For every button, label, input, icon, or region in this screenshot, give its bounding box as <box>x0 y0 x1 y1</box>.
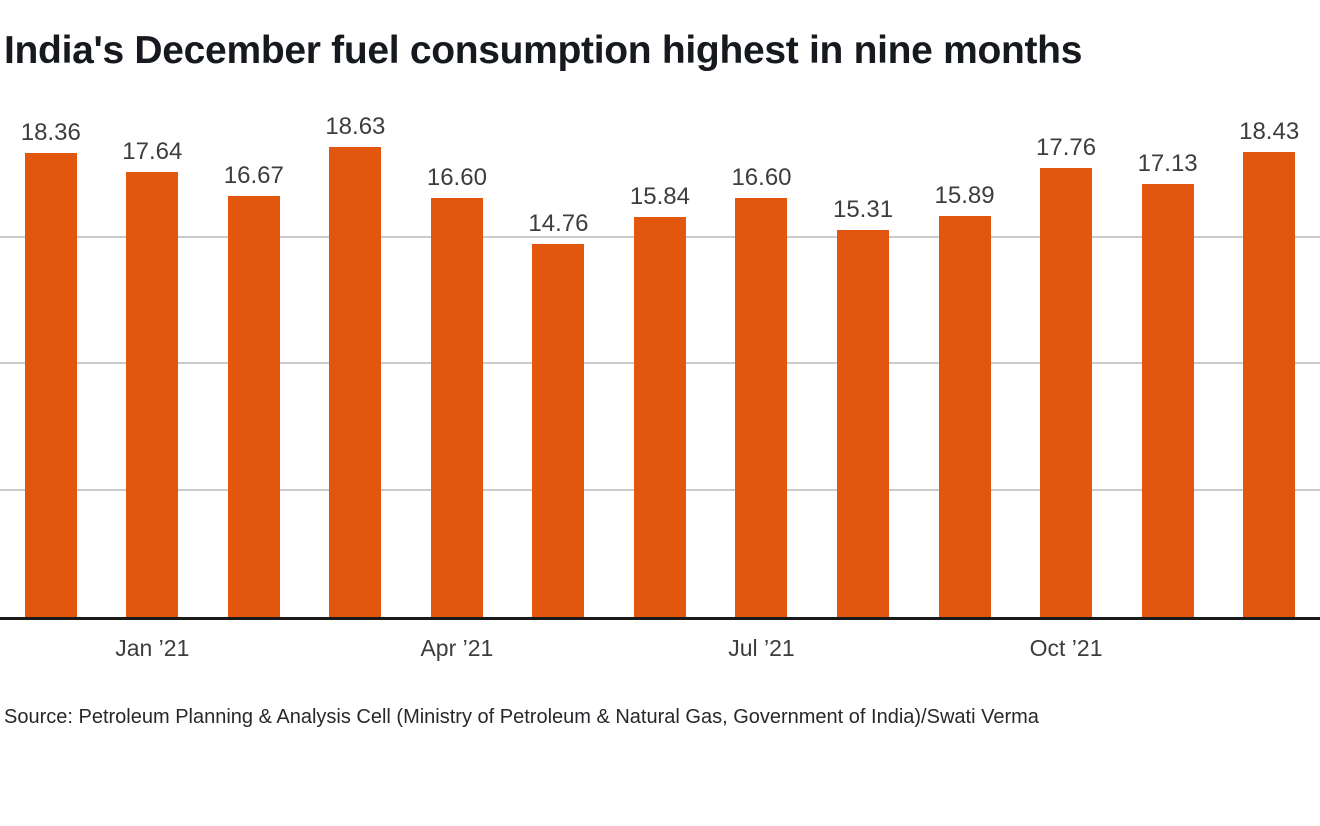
bar-cell: 18.43 <box>1218 112 1320 617</box>
bar-cell: 16.60 <box>711 112 813 617</box>
bar-cell: 17.76 <box>1015 112 1117 617</box>
x-axis-tick <box>203 620 305 664</box>
bar-cell: 17.64 <box>102 112 204 617</box>
x-axis-tick <box>305 620 407 664</box>
bar-value-label: 15.89 <box>934 181 995 209</box>
bar <box>126 171 179 617</box>
bar-cell: 15.84 <box>609 112 711 617</box>
source-note: Source: Petroleum Planning & Analysis Ce… <box>4 705 1039 728</box>
bar <box>1243 151 1296 617</box>
bar <box>1141 184 1194 617</box>
bar-value-label: 15.84 <box>629 182 690 210</box>
bar-chart-plot: 18.36 17.64 16.67 18.63 16.60 14.76 15.84 16.60… <box>0 112 1320 620</box>
x-axis-tick <box>914 620 1016 664</box>
bar-value-label: 16.60 <box>731 163 792 191</box>
bar-value-label: 18.63 <box>325 112 386 140</box>
x-axis-tick: Apr ’21 <box>420 634 494 661</box>
bar-value-label: 17.64 <box>122 137 183 165</box>
bar-value-label: 18.43 <box>1239 117 1300 145</box>
bar <box>532 244 585 617</box>
bar <box>329 146 382 617</box>
bar-cell: 18.36 <box>0 112 102 617</box>
bar-cell: 14.76 <box>508 112 610 617</box>
chart-title: India's December fuel consumption highes… <box>4 29 1083 72</box>
x-axis-tick <box>812 620 914 664</box>
bar-value-label: 17.13 <box>1137 150 1198 178</box>
bar <box>430 197 483 617</box>
bar-value-label: 15.31 <box>832 196 894 224</box>
x-axis-tick <box>0 620 102 664</box>
x-axis-tick: Jul ’21 <box>728 634 795 661</box>
bar-value-label: 14.76 <box>528 210 589 238</box>
x-axis-tick <box>1218 620 1320 664</box>
x-axis-tick: Oct ’21 <box>1029 634 1103 661</box>
bar-cell: 17.13 <box>1117 112 1219 617</box>
x-axis-tick <box>609 620 711 664</box>
x-axis-labels: Jan ’21 Apr ’21 Jul ’21 Oct ’21 <box>0 620 1320 664</box>
bar <box>837 230 890 617</box>
bar <box>1040 168 1093 617</box>
bar <box>938 215 991 617</box>
bar-cell: 16.60 <box>406 112 508 617</box>
bars-container: 18.36 17.64 16.67 18.63 16.60 14.76 15.84 16.60… <box>0 112 1320 617</box>
bar-value-label: 16.67 <box>223 162 284 189</box>
x-axis-tick <box>1117 620 1219 664</box>
bar-cell: 16.67 <box>203 112 305 617</box>
bar-value-label: 18.36 <box>20 119 81 147</box>
bar-cell: 15.89 <box>914 112 1016 617</box>
x-axis-tick <box>508 620 610 664</box>
bar <box>24 153 77 617</box>
chart-card: India's December fuel consumption highes… <box>0 26 1320 729</box>
bar <box>227 196 280 617</box>
bar-cell: 18.63 <box>305 112 407 617</box>
bar <box>633 216 686 617</box>
bar <box>735 197 788 617</box>
bar-value-label: 17.76 <box>1036 134 1097 162</box>
bar-value-label: 16.60 <box>426 163 487 191</box>
x-axis-tick: Jan ’21 <box>115 634 190 661</box>
bar-cell: 15.31 <box>812 112 914 617</box>
